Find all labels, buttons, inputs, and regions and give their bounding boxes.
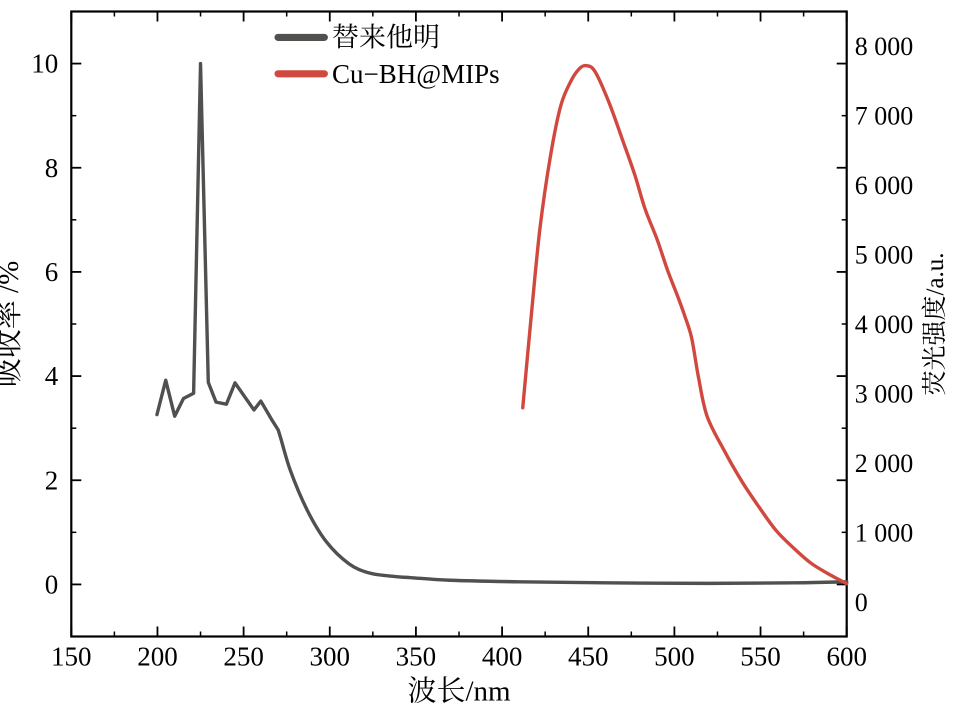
- svg-text:4: 4: [45, 361, 59, 391]
- svg-text:7 000: 7 000: [855, 102, 914, 131]
- svg-text:6 000: 6 000: [855, 171, 914, 200]
- svg-text:2: 2: [45, 465, 59, 495]
- svg-text:8: 8: [45, 153, 59, 183]
- svg-text:4 000: 4 000: [855, 310, 914, 339]
- svg-text:替来他明: 替来他明: [332, 22, 440, 52]
- svg-text:荧光强度/a.u.: 荧光强度/a.u.: [921, 252, 949, 395]
- svg-text:1 000: 1 000: [855, 518, 914, 547]
- svg-text:波长/nm: 波长/nm: [407, 675, 511, 708]
- svg-text:550: 550: [740, 642, 781, 672]
- svg-text:200: 200: [137, 642, 178, 672]
- svg-text:450: 450: [568, 642, 609, 672]
- svg-text:150: 150: [51, 642, 92, 672]
- svg-text:3 000: 3 000: [855, 379, 914, 408]
- svg-text:8 000: 8 000: [855, 32, 914, 61]
- svg-text:10: 10: [31, 49, 58, 79]
- svg-text:Cu−BH@MIPs: Cu−BH@MIPs: [332, 59, 500, 89]
- svg-text:0: 0: [855, 588, 868, 617]
- svg-text:2 000: 2 000: [855, 449, 914, 478]
- svg-text:350: 350: [396, 642, 437, 672]
- svg-text:250: 250: [223, 642, 264, 672]
- svg-text:吸收率 /%: 吸收率 /%: [0, 261, 25, 387]
- svg-text:400: 400: [482, 642, 523, 672]
- svg-text:500: 500: [654, 642, 695, 672]
- svg-text:300: 300: [310, 642, 351, 672]
- svg-text:600: 600: [826, 642, 867, 672]
- svg-text:5 000: 5 000: [855, 241, 914, 270]
- svg-text:6: 6: [45, 257, 59, 287]
- svg-text:0: 0: [45, 569, 59, 599]
